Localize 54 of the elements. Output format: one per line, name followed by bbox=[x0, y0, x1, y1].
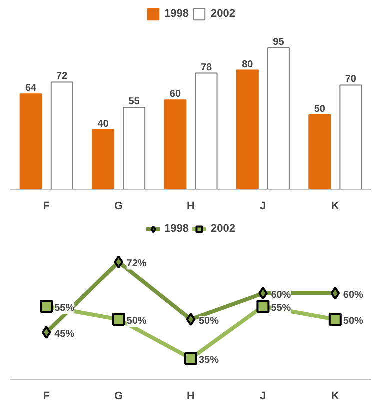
legend-label: 2002 bbox=[211, 8, 236, 20]
bar bbox=[308, 114, 332, 190]
x-tick-label: K bbox=[331, 200, 340, 212]
bar bbox=[20, 94, 42, 190]
x-tick-label: J bbox=[260, 200, 266, 212]
bar bbox=[195, 72, 218, 190]
data-label: 45% bbox=[54, 329, 75, 340]
data-label: 80 bbox=[242, 59, 254, 70]
point bbox=[42, 326, 52, 340]
data-label: 40 bbox=[98, 118, 110, 130]
data-label: 78 bbox=[200, 62, 213, 74]
bar bbox=[50, 82, 74, 190]
point bbox=[114, 256, 124, 269]
point bbox=[112, 313, 126, 326]
x-tick-label: F bbox=[43, 200, 50, 212]
point bbox=[40, 300, 54, 314]
x-tick-label: J bbox=[260, 390, 266, 402]
data-label: 64 bbox=[26, 83, 38, 94]
point bbox=[258, 286, 268, 300]
legend-label: 1998 bbox=[164, 223, 189, 235]
x-tick-label: H bbox=[187, 200, 196, 212]
data-label: 55% bbox=[54, 303, 75, 314]
legend-label: 1998 bbox=[164, 8, 189, 20]
bar bbox=[92, 129, 115, 190]
bar bbox=[340, 84, 362, 190]
data-label: 55% bbox=[271, 303, 292, 314]
legend-label: 2002 bbox=[211, 223, 236, 235]
bar bbox=[236, 70, 259, 190]
data-label: 95 bbox=[273, 36, 285, 48]
point bbox=[186, 313, 196, 326]
data-label: 60% bbox=[271, 290, 292, 301]
x-tick-label: H bbox=[187, 390, 196, 402]
x-tick-label: G bbox=[114, 390, 124, 402]
x-tick-label: G bbox=[114, 200, 124, 212]
x-tick-label: K bbox=[331, 390, 340, 402]
data-label: 70 bbox=[345, 74, 357, 86]
data-label: 50% bbox=[343, 316, 364, 328]
data-label: 50% bbox=[199, 316, 220, 328]
data-label: 72% bbox=[126, 258, 147, 270]
bar bbox=[267, 47, 290, 190]
point bbox=[184, 352, 198, 366]
x-tick-label: F bbox=[43, 390, 50, 402]
data-label: 60 bbox=[170, 89, 182, 100]
point bbox=[330, 286, 340, 300]
point bbox=[256, 300, 270, 314]
data-label: 35% bbox=[199, 355, 220, 366]
data-label: 50% bbox=[126, 316, 147, 328]
data-label: 50 bbox=[314, 104, 326, 116]
data-label: 60% bbox=[343, 290, 364, 301]
bar bbox=[123, 107, 146, 190]
bar bbox=[164, 100, 187, 190]
point bbox=[328, 313, 342, 326]
data-label: 55 bbox=[128, 96, 140, 108]
data-label: 72 bbox=[56, 71, 68, 82]
